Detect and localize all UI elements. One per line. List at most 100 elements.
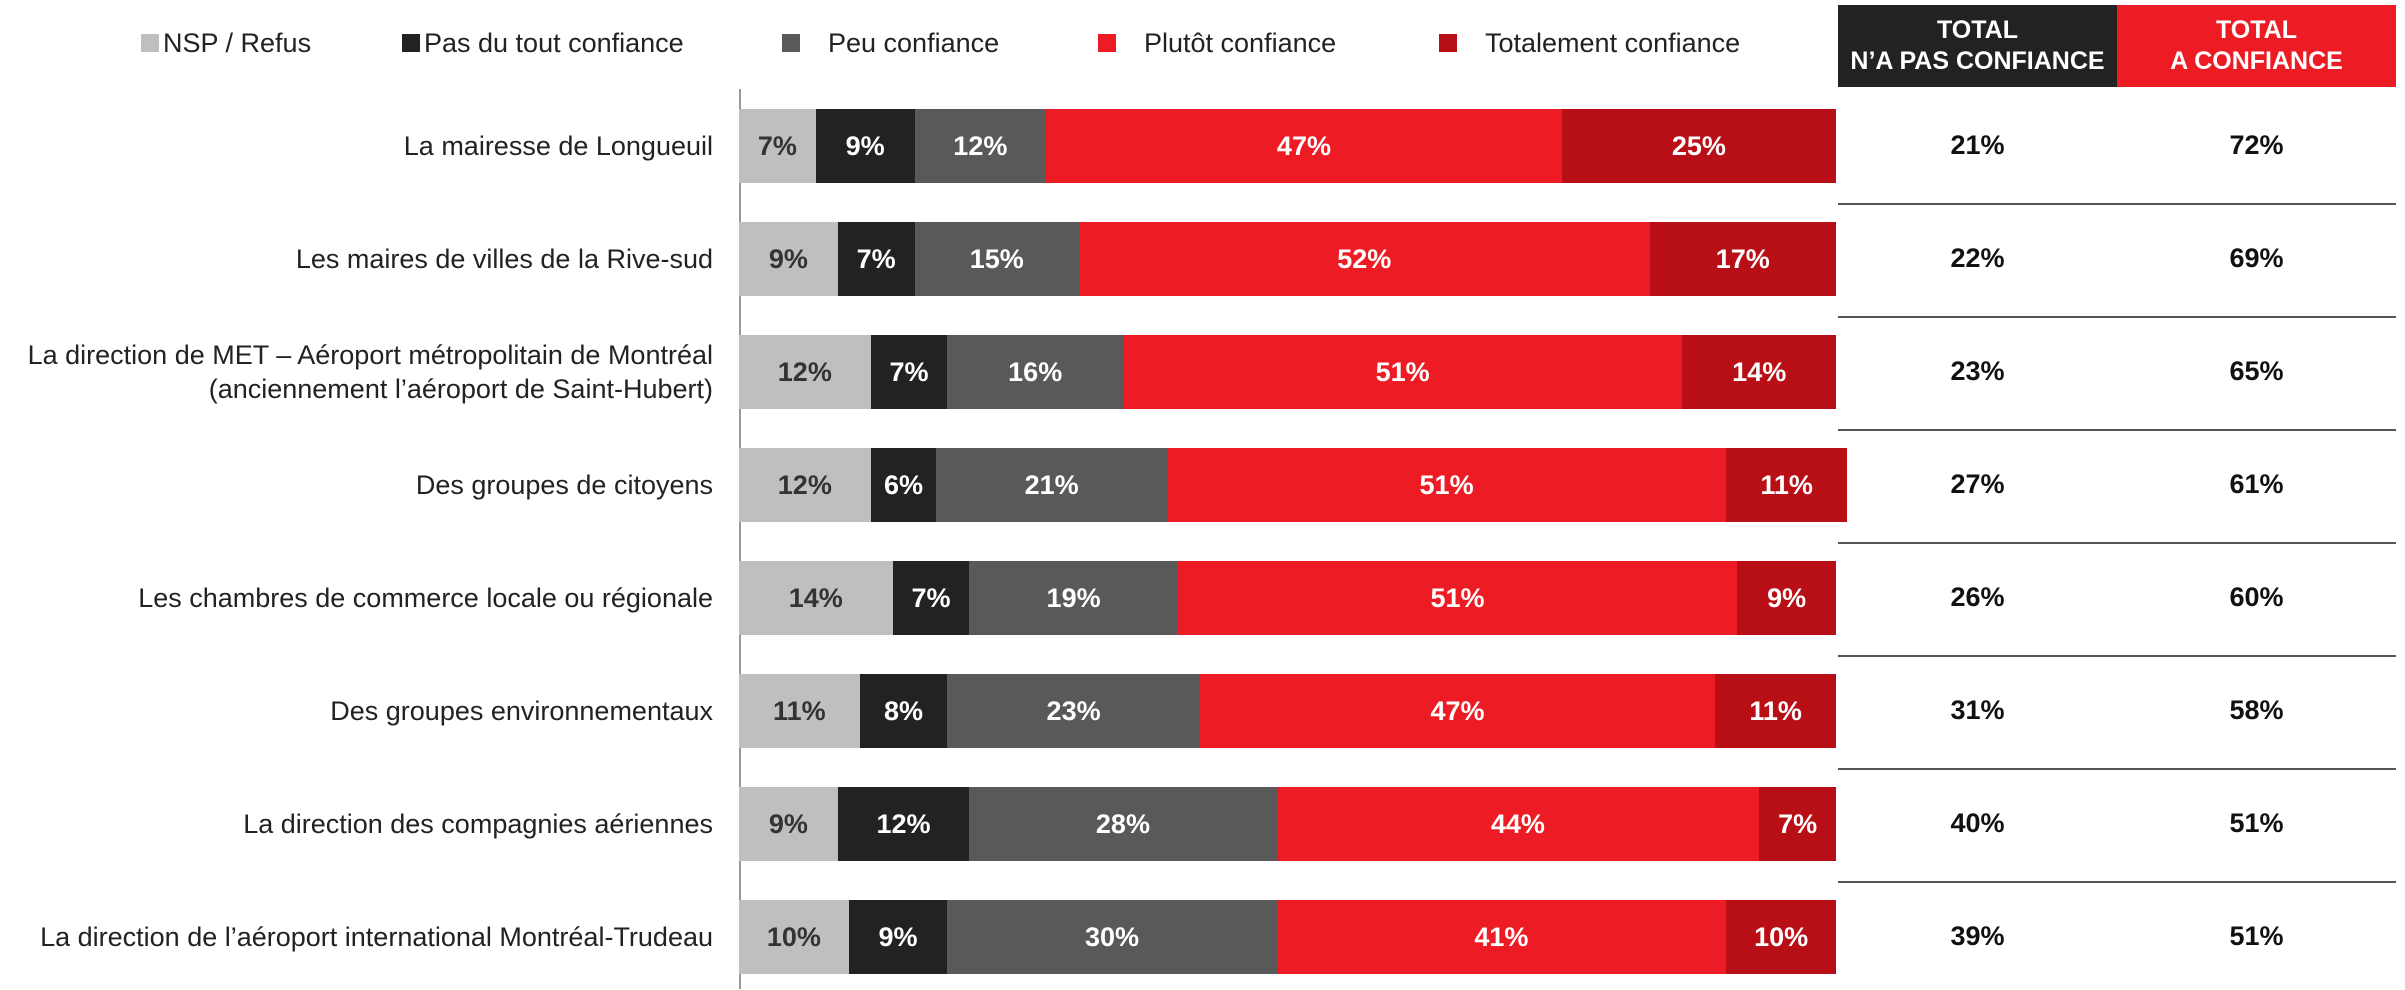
bar-segment	[1737, 561, 1836, 635]
legend-swatch	[402, 34, 420, 52]
data-label: 7%	[757, 130, 797, 161]
column-header: TOTAL N’A PAS CONFIANCE	[1838, 5, 2117, 87]
data-label: 9%	[878, 921, 918, 952]
data-label: 19%	[1046, 582, 1101, 613]
bar-segment	[936, 448, 1167, 522]
bar-segment	[739, 787, 838, 861]
legend-label: Plutôt confiance	[1144, 28, 1337, 58]
bar-segment	[1682, 335, 1836, 409]
column-value: 60%	[2229, 582, 2284, 612]
data-label: 15%	[969, 243, 1024, 274]
data-label: 9%	[1767, 582, 1807, 613]
data-label: 6%	[884, 469, 924, 500]
bar-segment	[914, 222, 1080, 296]
bar-segment	[914, 109, 1047, 183]
data-label: 11%	[1749, 695, 1802, 726]
data-label: 25%	[1671, 130, 1726, 161]
row-separator	[1838, 202, 2396, 205]
data-label: 7%	[1778, 808, 1818, 839]
data-label: 47%	[1276, 130, 1331, 161]
data-label: 14%	[1732, 356, 1787, 387]
data-label: 10%	[766, 921, 821, 952]
data-label: 51%	[1430, 582, 1485, 613]
legend-label: NSP / Refus	[163, 28, 312, 58]
bar-segment	[739, 900, 849, 974]
data-label: 7%	[911, 582, 951, 613]
axis-line	[739, 89, 741, 989]
data-label: 14%	[788, 582, 843, 613]
bar-segment	[1759, 787, 1836, 861]
bar-segment	[1166, 448, 1727, 522]
row-separator	[1838, 880, 2396, 883]
data-label: 41%	[1474, 921, 1529, 952]
data-label: 9%	[768, 808, 808, 839]
column-value: 31%	[1950, 695, 2005, 725]
data-label: 47%	[1430, 695, 1485, 726]
column-value: 58%	[2229, 695, 2284, 725]
data-label: 17%	[1715, 243, 1770, 274]
data-label: 7%	[889, 356, 929, 387]
column-value: 26%	[1950, 582, 2005, 612]
data-label: 28%	[1095, 808, 1150, 839]
data-label: 44%	[1490, 808, 1545, 839]
column-value: 23%	[1950, 356, 2005, 386]
column-value: 40%	[1950, 808, 2005, 838]
data-label: 21%	[1024, 469, 1079, 500]
bar-segment	[947, 335, 1123, 409]
legend-swatch	[1098, 34, 1116, 52]
bar-segment	[969, 787, 1277, 861]
data-label: 8%	[884, 695, 924, 726]
data-label: 12%	[777, 356, 832, 387]
bar-segment	[1649, 222, 1836, 296]
bar-segment	[892, 561, 970, 635]
category-label: La direction de l’aéroport international…	[40, 922, 713, 952]
data-label: 11%	[1760, 469, 1813, 500]
bar-segment	[1177, 561, 1738, 635]
legend-swatch	[782, 34, 800, 52]
column-value: 39%	[1950, 921, 2005, 951]
bar-segment	[947, 900, 1277, 974]
bar-segment	[1561, 109, 1836, 183]
bar-segment	[848, 900, 948, 974]
row-separator	[1838, 315, 2396, 318]
column-header: TOTAL A CONFIANCE	[2117, 5, 2396, 87]
data-label: 12%	[953, 130, 1008, 161]
data-label: 9%	[768, 243, 808, 274]
bar-segment	[1079, 222, 1650, 296]
bar-segment	[739, 109, 816, 183]
legend-swatch	[1439, 34, 1457, 52]
bar-segment	[815, 109, 915, 183]
data-label: 11%	[773, 695, 826, 726]
column-value: 72%	[2229, 130, 2284, 160]
bar-segment	[739, 448, 871, 522]
category-label: La direction des compagnies aériennes	[243, 809, 713, 839]
column-value: 69%	[2229, 243, 2284, 273]
bar-segment	[1726, 448, 1847, 522]
data-label: 12%	[876, 808, 931, 839]
row-separator	[1838, 541, 2396, 544]
row-separator	[1838, 654, 2396, 657]
bar-segment	[1726, 900, 1836, 974]
bar-segment	[837, 222, 915, 296]
legend-label: Peu confiance	[828, 28, 1000, 58]
legend-label: Totalement confiance	[1485, 28, 1741, 58]
bar-segment	[739, 674, 860, 748]
data-label: 12%	[777, 469, 832, 500]
column-value: 21%	[1950, 130, 2005, 160]
data-label: 51%	[1419, 469, 1474, 500]
data-label: 23%	[1046, 695, 1101, 726]
bar-segment	[739, 222, 838, 296]
bar-segment	[1715, 674, 1836, 748]
bar-segment	[870, 448, 937, 522]
column-value: 51%	[2229, 921, 2284, 951]
bar-segment	[969, 561, 1178, 635]
category-label: Des groupes environnementaux	[330, 696, 713, 726]
bar-segment	[947, 674, 1200, 748]
bar-segment	[1276, 900, 1727, 974]
data-label: 9%	[845, 130, 885, 161]
category-label: Des groupes de citoyens	[415, 470, 713, 500]
data-label: 52%	[1337, 243, 1392, 274]
column-value: 61%	[2229, 469, 2284, 499]
bar-segment	[1276, 787, 1760, 861]
